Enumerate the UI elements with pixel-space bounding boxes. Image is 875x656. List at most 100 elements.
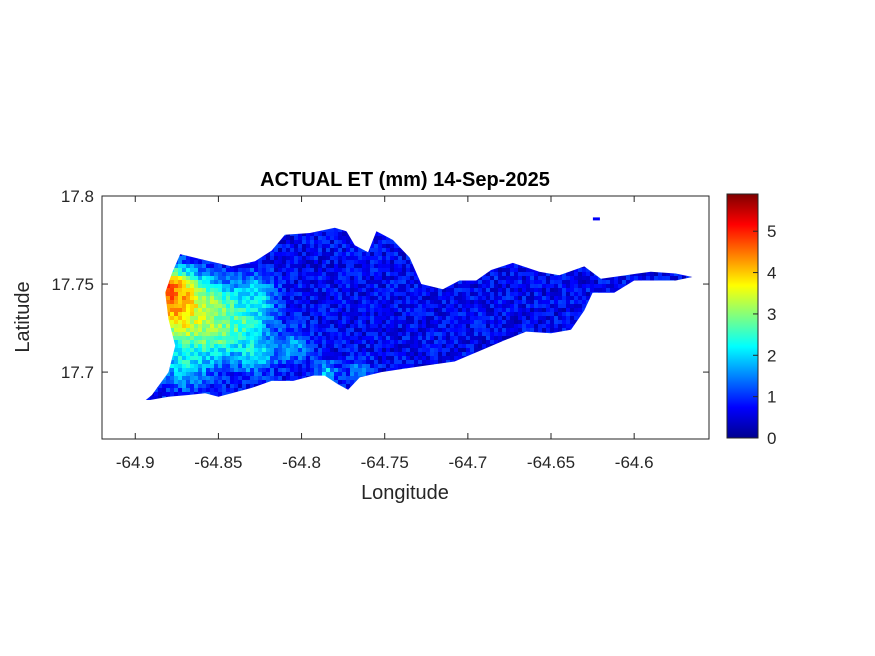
- heatmap-cell: [410, 292, 414, 296]
- heatmap-cell: [534, 308, 538, 312]
- heatmap-cell: [326, 244, 330, 248]
- heatmap-cell: [166, 304, 170, 308]
- heatmap-cell: [270, 360, 274, 364]
- heatmap-cell: [346, 260, 350, 264]
- heatmap-cell: [326, 320, 330, 324]
- heatmap-cell: [342, 312, 346, 316]
- heatmap-cell: [466, 324, 470, 328]
- heatmap-cell: [298, 312, 302, 316]
- heatmap-cell: [318, 248, 322, 252]
- heatmap-cell: [362, 332, 366, 336]
- heatmap-cell: [266, 360, 270, 364]
- heatmap-cell: [366, 256, 370, 260]
- heatmap-cell: [278, 372, 282, 376]
- heatmap-cell: [194, 276, 198, 280]
- heatmap-cell: [222, 304, 226, 308]
- heatmap-cell: [218, 340, 222, 344]
- heatmap-cell: [474, 332, 478, 336]
- heatmap-cell: [458, 288, 462, 292]
- heatmap-cell: [350, 248, 354, 252]
- heatmap-cell: [202, 312, 206, 316]
- heatmap-cell: [430, 348, 434, 352]
- heatmap-cell: [282, 336, 286, 340]
- heatmap-cell: [394, 304, 398, 308]
- heatmap-cell: [498, 336, 502, 340]
- heatmap-cell: [306, 308, 310, 312]
- heatmap-cell: [526, 304, 530, 308]
- heatmap-cell: [182, 336, 186, 340]
- heatmap-cell: [358, 352, 362, 356]
- heatmap-cell: [438, 356, 442, 360]
- heatmap-cell: [378, 304, 382, 308]
- heatmap-cell: [326, 240, 330, 244]
- heatmap-cell: [194, 352, 198, 356]
- heatmap-cell: [322, 228, 326, 232]
- heatmap-cell: [322, 292, 326, 296]
- heatmap-cell: [498, 300, 502, 304]
- heatmap-cell: [338, 284, 342, 288]
- heatmap-cell: [350, 340, 354, 344]
- heatmap-cell: [310, 236, 314, 240]
- heatmap-cell: [198, 284, 202, 288]
- heatmap-cell: [314, 256, 318, 260]
- heatmap-cell: [258, 376, 262, 380]
- heatmap-cell: [210, 272, 214, 276]
- heatmap-cell: [234, 344, 238, 348]
- heatmap-cell: [214, 288, 218, 292]
- heatmap-cell: [342, 280, 346, 284]
- heatmap-cell: [314, 320, 318, 324]
- heatmap-cell: [506, 296, 510, 300]
- heatmap-cell: [434, 328, 438, 332]
- heatmap-cell: [382, 348, 386, 352]
- heatmap-cell: [270, 324, 274, 328]
- heatmap-cell: [218, 392, 222, 396]
- heatmap-cell: [446, 352, 450, 356]
- heatmap-cell: [154, 388, 158, 392]
- heatmap-cell: [374, 328, 378, 332]
- heatmap-cell: [378, 336, 382, 340]
- heatmap-cell: [442, 352, 446, 356]
- heatmap-cell: [398, 308, 402, 312]
- heatmap-cell: [434, 324, 438, 328]
- heatmap-cell: [266, 380, 270, 384]
- heatmap-cell: [322, 348, 326, 352]
- heatmap-cell: [442, 324, 446, 328]
- heatmap-cell: [334, 348, 338, 352]
- heatmap-cell: [222, 300, 226, 304]
- heatmap-cell: [290, 280, 294, 284]
- heatmap-cell: [418, 332, 422, 336]
- heatmap-cell: [526, 296, 530, 300]
- heatmap-cell: [190, 292, 194, 296]
- heatmap-cell: [426, 336, 430, 340]
- heatmap-cell: [414, 284, 418, 288]
- heatmap-cell: [218, 368, 222, 372]
- heatmap-cell: [382, 280, 386, 284]
- heatmap-cell: [434, 348, 438, 352]
- heatmap-cell: [338, 268, 342, 272]
- heatmap-cell: [206, 356, 210, 360]
- heatmap-cell: [178, 364, 182, 368]
- heatmap-cell: [202, 292, 206, 296]
- heatmap-cell: [442, 316, 446, 320]
- heatmap-cell: [330, 284, 334, 288]
- heatmap-cell: [230, 320, 234, 324]
- heatmap-cell: [450, 324, 454, 328]
- heatmap-cell: [394, 328, 398, 332]
- heatmap-cell: [342, 244, 346, 248]
- heatmap-cell: [286, 300, 290, 304]
- heatmap-cell: [358, 320, 362, 324]
- heatmap-cell: [510, 288, 514, 292]
- heatmap-cell: [382, 308, 386, 312]
- heatmap-cell: [254, 348, 258, 352]
- heatmap-cell: [270, 328, 274, 332]
- heatmap-cell: [466, 312, 470, 316]
- heatmap-cell: [222, 352, 226, 356]
- heatmap-cell: [262, 272, 266, 276]
- heatmap-cell: [226, 296, 230, 300]
- heatmap-cell: [286, 316, 290, 320]
- heatmap-cell: [266, 308, 270, 312]
- heatmap-cell: [274, 296, 278, 300]
- heatmap-cell: [254, 268, 258, 272]
- heatmap-cell: [174, 340, 178, 344]
- heatmap-cell: [194, 308, 198, 312]
